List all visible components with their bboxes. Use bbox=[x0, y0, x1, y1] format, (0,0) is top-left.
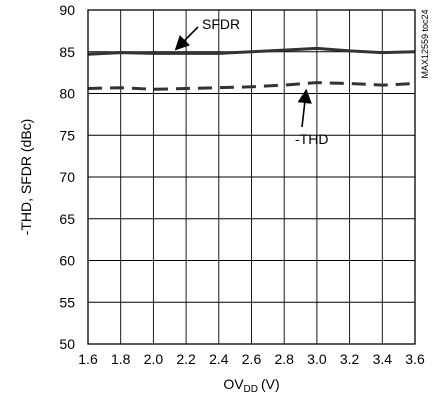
x-axis-label: OVDD (V) bbox=[223, 376, 279, 395]
y-tick-label: 70 bbox=[59, 169, 75, 185]
x-axis-label-subscript: DD bbox=[244, 384, 258, 395]
annotation-thd-arrow bbox=[297, 88, 312, 128]
y-tick-label: 90 bbox=[59, 2, 75, 18]
x-tick-label: 1.6 bbox=[78, 351, 98, 367]
x-tick-label: 2.6 bbox=[242, 351, 262, 367]
y-tick-label: 85 bbox=[59, 44, 75, 60]
plot-frame bbox=[87, 9, 416, 345]
x-tick-label: 2.4 bbox=[209, 351, 229, 367]
x-tick-label: 3.2 bbox=[340, 351, 360, 367]
series-sfdr-line bbox=[87, 46, 416, 56]
y-tick-label: 50 bbox=[59, 336, 75, 352]
y-tick-label: 65 bbox=[59, 211, 75, 227]
x-tick-label: 3.4 bbox=[373, 351, 393, 367]
y-tick-labels: 50 55 60 65 70 75 80 85 90 bbox=[59, 2, 75, 352]
series-group bbox=[87, 46, 416, 91]
x-tick-label: 2.0 bbox=[144, 351, 164, 367]
series-thd-line bbox=[87, 81, 416, 91]
x-tick-label: 3.0 bbox=[307, 351, 327, 367]
x-tick-label: 3.6 bbox=[405, 351, 425, 367]
y-tick-label: 80 bbox=[59, 86, 75, 102]
x-tick-labels: 1.6 1.8 2.0 2.2 2.4 2.6 2.8 3.0 3.2 3.4 3.6 bbox=[78, 351, 425, 367]
annotation-sfdr-label: SFDR bbox=[202, 16, 240, 32]
annotation-thd-label: -THD bbox=[295, 131, 328, 147]
y-tick-label: 55 bbox=[59, 294, 75, 310]
y-axis-label: -THD, SFDR (dBc) bbox=[18, 119, 34, 236]
y-tick-label: 75 bbox=[59, 127, 75, 143]
x-axis-label-unit: (V) bbox=[261, 376, 280, 392]
x-tick-label: 2.8 bbox=[274, 351, 294, 367]
x-tick-label: 1.8 bbox=[111, 351, 131, 367]
y-tick-label: 60 bbox=[59, 253, 75, 269]
grid-lines bbox=[87, 9, 416, 345]
x-tick-label: 2.2 bbox=[176, 351, 196, 367]
x-axis-label-main: OV bbox=[223, 376, 244, 392]
annotations: SFDR -THD bbox=[174, 16, 328, 147]
annotation-sfdr-arrow bbox=[174, 26, 199, 51]
figure-id-label: MAX12559 toc24 bbox=[420, 9, 430, 78]
